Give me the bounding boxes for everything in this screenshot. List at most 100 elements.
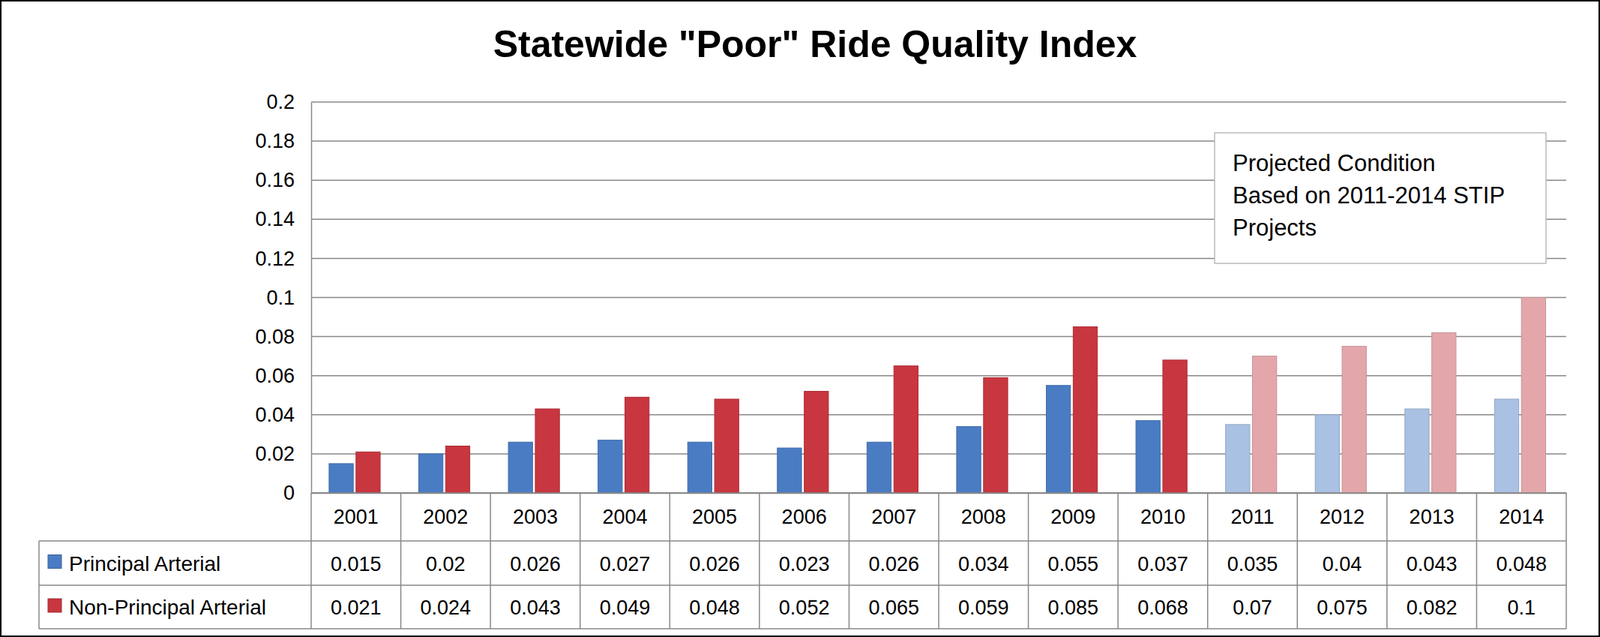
y-tick: 0.16 [254,168,312,192]
table-value: 0.055 [1048,552,1100,576]
bar [1162,359,1187,493]
table-value: 0.027 [599,552,651,576]
table-line [669,492,672,629]
table-line [1117,492,1119,629]
grid-line [311,413,1567,416]
x-tick: 2009 [1050,492,1096,528]
table-line [1207,492,1209,629]
y-tick: 0.06 [254,364,312,387]
grid-line [311,452,1567,455]
bar [1342,346,1367,493]
table-line [1297,492,1299,629]
table-value: 0.026 [868,552,920,576]
bar [1494,398,1519,493]
x-tick: 2011 [1230,492,1274,528]
table-value: 0.026 [509,552,561,576]
bar [1045,385,1070,493]
table-line [38,539,1567,542]
legend-label: Non-Principal Arterial [68,595,267,619]
bar [1315,414,1340,493]
table-value: 0.059 [958,596,1010,619]
bar [866,441,891,493]
table-line [489,492,492,629]
y-tick-label: 0.04 [254,403,295,426]
bar [445,445,470,493]
y-tick-label: 0.02 [254,442,295,465]
bar [714,398,739,493]
x-tick-label: 2003 [512,505,558,528]
table-value: 0.043 [509,596,561,619]
table-value: 0.043 [1406,552,1458,576]
x-tick-label: 2013 [1409,505,1455,528]
table-line [579,492,582,629]
grid [311,101,1567,493]
table-value: 0.035 [1227,552,1279,576]
bar [508,441,533,493]
table-value: 0.049 [599,596,651,619]
table-value: 0.04 [1322,552,1363,576]
legend-label: Principal Arterial [68,551,221,576]
table-value: 0.021 [330,596,382,619]
title: Statewide "Poor" Ride Quality Index [493,23,1138,66]
y-tick: 0 [283,481,312,504]
table-line [1027,492,1030,629]
x-tick: 2012 [1319,492,1365,528]
annotation: Projected ConditionBased on 2011-2014 ST… [1214,132,1547,264]
y-tick-label: 0 [283,481,295,504]
y-tick-label: 0.1 [266,286,295,309]
table-value: 0.015 [330,552,382,576]
x-tick-label: 2008 [961,505,1007,528]
table-value: 0.048 [1495,552,1547,576]
y-tick: 0.04 [254,403,312,426]
x-tick-label: 2011 [1230,505,1274,528]
table-line [400,492,402,629]
table-line [311,491,1567,494]
table-line [38,584,1567,586]
y-axis: 00.020.040.060.080.10.120.140.160.180.2 [254,90,312,504]
annotation-box [1214,132,1547,264]
y-tick: 0.18 [254,129,312,153]
data-table: Principal Arterial0.0150.020.0260.0270.0… [38,492,1567,629]
x-tick-label: 2012 [1319,505,1365,528]
bars [329,297,1547,494]
bar [1135,420,1160,493]
table-value: 0.07 [1232,596,1273,619]
table-value: 0.085 [1048,596,1100,619]
x-tick: 2003 [512,492,558,528]
x-tick: 2006 [782,492,827,528]
table-value: 0.065 [868,596,920,619]
table-value: 0.024 [420,596,472,619]
legend-swatch [47,598,62,612]
x-tick-label: 2014 [1498,505,1544,528]
y-axis-line [311,102,313,494]
bar [1432,332,1457,493]
x-tick-label: 2007 [871,505,917,528]
legend-swatch [47,554,62,569]
y-tick-label: 0.14 [254,207,295,231]
table-line [937,492,940,629]
y-tick-label: 0.18 [254,129,295,153]
y-tick-label: 0.16 [254,168,295,192]
table-value: 0.023 [779,552,830,576]
x-axis: 2001200220032004200520062007200820092010… [311,492,1568,528]
bar [1405,408,1430,493]
x-tick-label: 2009 [1050,505,1096,528]
x-tick: 2001 [333,492,379,528]
table-line [310,492,312,629]
bar [535,408,560,493]
table-line [1565,492,1568,629]
x-tick: 2002 [422,492,468,528]
y-tick: 0.08 [254,325,312,348]
y-tick: 0.02 [254,442,312,465]
grid-line [311,374,1567,377]
grid-line [311,335,1567,338]
bar [893,365,918,493]
frame [0,0,1600,636]
table-value: 0.034 [958,552,1010,576]
bar [983,377,1008,493]
series [356,297,1547,494]
bar [956,425,981,493]
table-value: 0.052 [779,596,830,619]
bar [329,463,354,493]
annotation-text: Projected Condition [1232,149,1436,177]
